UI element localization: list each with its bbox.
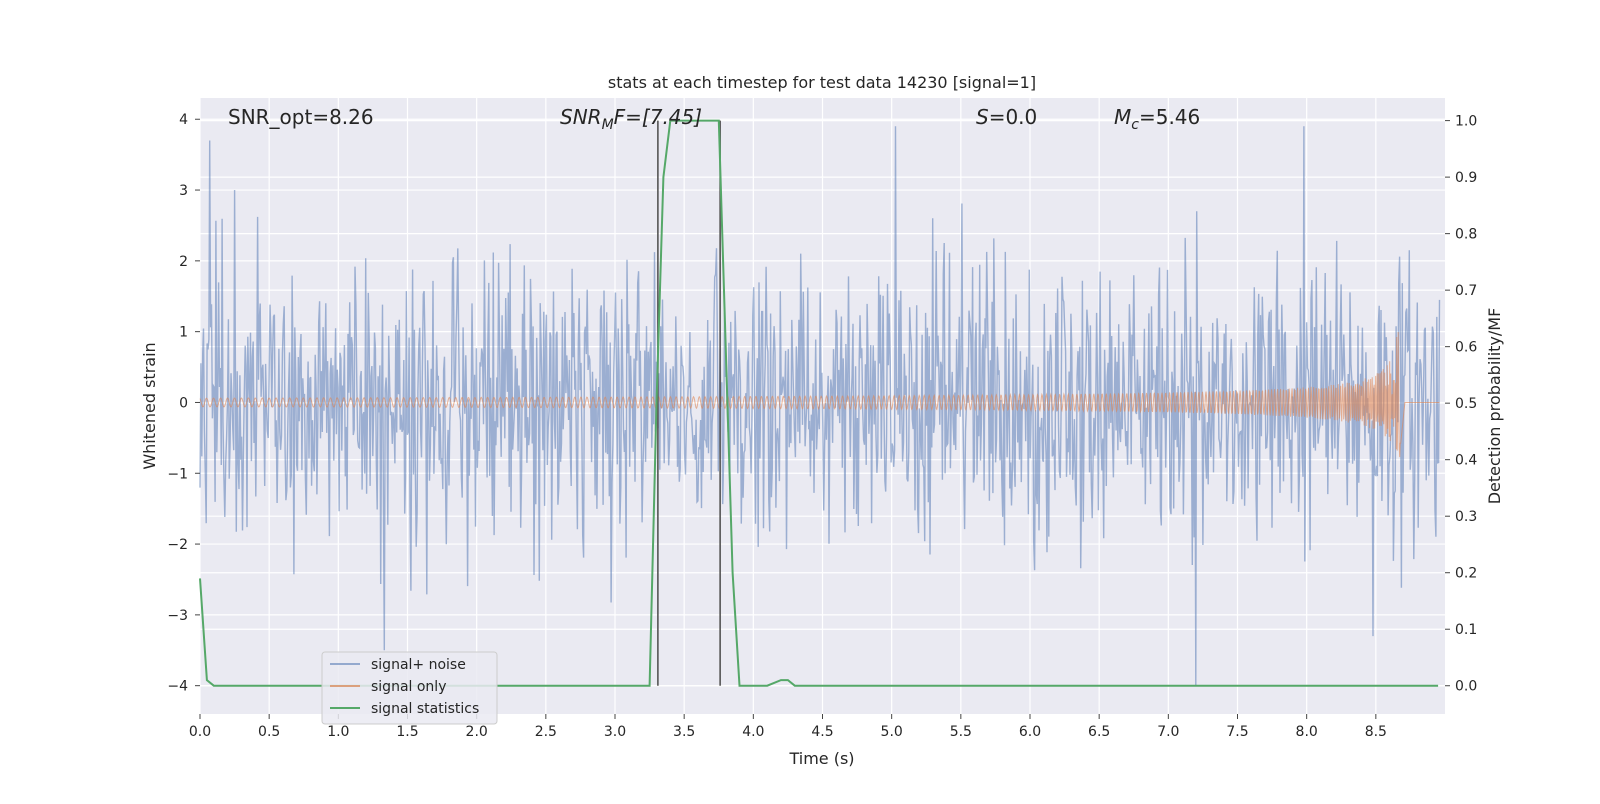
y-right-tick-label: 0.2 (1455, 566, 1477, 582)
legend: signal+ noise signal only signal statist… (321, 651, 498, 725)
y-left-tick-label: 4 (179, 112, 188, 128)
y-axis-left-label: Whitened strain (140, 342, 159, 469)
x-tick-label: 5.5 (950, 724, 972, 740)
annotation-s: S=0.0 (976, 105, 1037, 129)
y-right-tick-label: 1.0 (1455, 114, 1477, 130)
annotation-snr-mf: SNRMF=[7.45] (560, 105, 702, 133)
vlines (657, 120, 721, 686)
y-right-tick-label: 0.8 (1455, 227, 1477, 243)
y-axis-right-label: Detection probability/MF (1485, 308, 1504, 505)
x-tick-label: 0.0 (189, 724, 211, 740)
x-tick-label: 0.5 (258, 724, 280, 740)
x-tick-label: 3.0 (604, 724, 626, 740)
y-right-tick-label: 0.4 (1455, 453, 1477, 469)
x-tick-label: 8.5 (1365, 724, 1387, 740)
x-tick-label: 4.0 (742, 724, 764, 740)
x-tick-label: 3.5 (673, 724, 695, 740)
annotation-mc: Mc=5.46 (1114, 105, 1200, 133)
legend-label-signal-statistics: signal statistics (371, 701, 479, 717)
signal-statistics-line (199, 119, 1439, 687)
y-left-tick-label: 0 (179, 395, 188, 411)
y-right-tick-label: 0.6 (1455, 340, 1477, 356)
x-tick-label: 6.5 (1088, 724, 1110, 740)
x-tick-label: 2.5 (535, 724, 557, 740)
x-tick-label: 2.0 (466, 724, 488, 740)
y-left-tick-label: −3 (167, 608, 188, 624)
y-left-tick-label: −2 (167, 537, 188, 553)
chart-title: stats at each timestep for test data 142… (608, 73, 1036, 92)
x-tick-label: 1.0 (327, 724, 349, 740)
legend-box (321, 651, 498, 725)
x-tick-label: 4.5 (811, 724, 833, 740)
y-left-tick-label: −4 (167, 679, 188, 695)
y-left-tick-label: −1 (167, 466, 188, 482)
series-signal-only (199, 331, 1440, 458)
y-right-tick-label: 0.9 (1455, 170, 1477, 186)
x-axis-label: Time (s) (788, 749, 854, 768)
signal-only-line (199, 331, 1440, 458)
x-tick-label: 6.0 (1019, 724, 1041, 740)
x-tick-label: 5.0 (881, 724, 903, 740)
series-signal-statistics (199, 119, 1439, 687)
y-right-tick-label: 0.3 (1455, 509, 1477, 525)
x-tick-label: 7.5 (1226, 724, 1248, 740)
x-tick-label: 8.0 (1296, 724, 1318, 740)
signal-noise-line (199, 126, 1441, 686)
y-right-tick-label: 0.0 (1455, 679, 1477, 695)
tick-labels: 0.0 0.5 1.0 1.5 2.0 2.5 3.0 3.5 4.0 4.5 5.0 5.5 6.0 6… (167, 112, 1477, 740)
y-left-tick-label: 2 (179, 254, 188, 270)
x-tick-label: 7.0 (1157, 724, 1179, 740)
x-tick-label: 1.5 (396, 724, 418, 740)
y-left-tick-label: 3 (179, 183, 188, 199)
y-left-tick-label: 1 (179, 325, 188, 341)
series-signal-noise (199, 126, 1441, 686)
y-right-tick-label: 0.1 (1455, 622, 1477, 638)
y-right-tick-label: 0.7 (1455, 283, 1477, 299)
legend-label-signal-noise: signal+ noise (371, 657, 466, 673)
legend-label-signal-only: signal only (371, 679, 446, 695)
annotation-snr-opt: SNR_opt=8.26 (228, 105, 374, 129)
y-right-tick-label: 0.5 (1455, 396, 1477, 412)
